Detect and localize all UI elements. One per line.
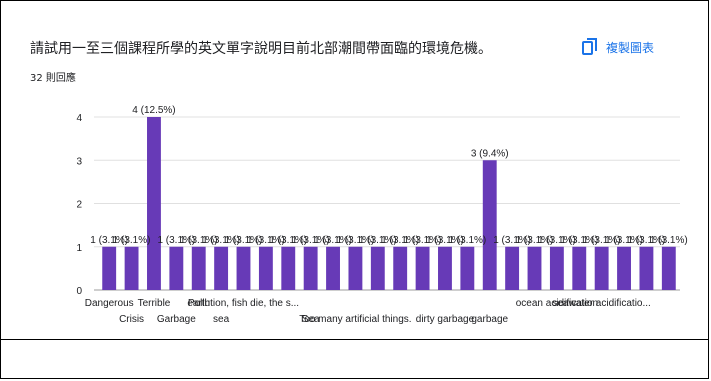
- data-label: 1 (3.1%): [560, 235, 598, 246]
- x-category-label: Garbage: [157, 314, 196, 325]
- data-label: 1 (3.1%): [426, 235, 464, 246]
- x-category-label: Crisis: [119, 314, 144, 325]
- y-tick-label: 1: [76, 243, 82, 254]
- data-label: 1 (3.1%): [269, 235, 307, 246]
- x-category-label: seawater acidificatio...: [552, 298, 650, 309]
- response-count: 32 則回應: [30, 73, 76, 84]
- data-label: 1 (3.1%): [404, 235, 442, 246]
- bar: [281, 246, 296, 290]
- x-category-label: Too many artificial things.: [299, 314, 411, 325]
- y-tick-label: 3: [76, 156, 82, 167]
- data-label: 1 (3.1%): [90, 235, 128, 246]
- data-label: 1 (3.1%): [650, 235, 688, 246]
- bar: [617, 246, 631, 290]
- data-label: 1 (3.1%): [448, 235, 486, 246]
- bar: [236, 246, 251, 290]
- data-label: 1 (3.1%): [493, 235, 531, 246]
- bar: [258, 246, 273, 290]
- data-label: 1 (3.1%): [157, 235, 195, 246]
- data-label: 1 (3.1%): [202, 235, 240, 246]
- data-label: 1 (3.1%): [605, 235, 643, 246]
- data-label: 1 (3.1%): [628, 235, 666, 246]
- bar: [303, 246, 318, 290]
- bar: [348, 246, 363, 290]
- bar: [393, 246, 408, 290]
- data-label: 1 (3.1%): [538, 235, 576, 246]
- x-category-label: garbage: [471, 314, 508, 325]
- x-category-label: Pollution, fish die, the s...: [188, 298, 299, 309]
- bar: [326, 246, 340, 290]
- bar: [191, 246, 206, 290]
- data-label: 1 (3.1%): [359, 235, 397, 246]
- bar: [147, 117, 161, 290]
- bar: [415, 246, 430, 290]
- data-label: 1 (3.1%): [337, 235, 375, 246]
- bar: [549, 246, 564, 290]
- bar: [527, 246, 542, 290]
- question-title: 請試用一至三個課程所學的英文單字說明目前北部潮間帶面臨的環境危機。: [30, 41, 492, 57]
- y-tick-label: 2: [76, 200, 82, 211]
- y-tick-label: 4: [76, 113, 82, 124]
- bar: [169, 246, 184, 290]
- data-label: 1 (3.1%): [381, 235, 419, 246]
- x-category-label: Sea: [302, 314, 320, 325]
- x-category-label: earth: [187, 298, 210, 309]
- x-category-label: Dangerous: [85, 298, 134, 309]
- data-label: 1 (3.1%): [516, 235, 554, 246]
- x-category-label: ocean acidification: [516, 298, 598, 309]
- bar: [370, 246, 385, 290]
- data-label: 1 (3.1%): [314, 235, 352, 246]
- bar: [594, 246, 609, 290]
- bar: [124, 246, 139, 290]
- bar: [214, 246, 229, 290]
- copy-icon: [582, 38, 597, 55]
- bar: [102, 246, 117, 290]
- data-label: 1 (3.1%): [292, 235, 330, 246]
- data-label: 1 (3.1%): [583, 235, 621, 246]
- data-label: 3 (9.4%): [471, 148, 509, 159]
- bar: [460, 246, 475, 290]
- bar: [482, 160, 497, 290]
- bar: [505, 246, 520, 290]
- bar: [572, 246, 587, 290]
- bar: [639, 246, 654, 290]
- data-label: 1 (3.1%): [247, 235, 285, 246]
- data-label: 4 (12.5%): [132, 105, 175, 116]
- x-category-label: dirty garbage: [416, 314, 475, 325]
- data-label: 1 (3.1%): [225, 235, 263, 246]
- data-label: 1 (3.1%): [113, 235, 151, 246]
- chart-card: 請試用一至三個課程所學的英文單字說明目前北部潮間帶面臨的環境危機。 32 則回應…: [20, 14, 692, 337]
- divider-line: [0, 339, 709, 340]
- x-category-label: Terrible: [138, 298, 171, 309]
- data-label: 1 (3.1%): [180, 235, 218, 246]
- x-category-label: sea: [213, 314, 230, 325]
- bar: [438, 246, 452, 290]
- copy-chart-label: 複製圖表: [606, 40, 655, 55]
- copy-chart-button[interactable]: 複製圖表: [582, 36, 654, 58]
- y-tick-label: 0: [76, 286, 82, 297]
- bar: [661, 246, 676, 290]
